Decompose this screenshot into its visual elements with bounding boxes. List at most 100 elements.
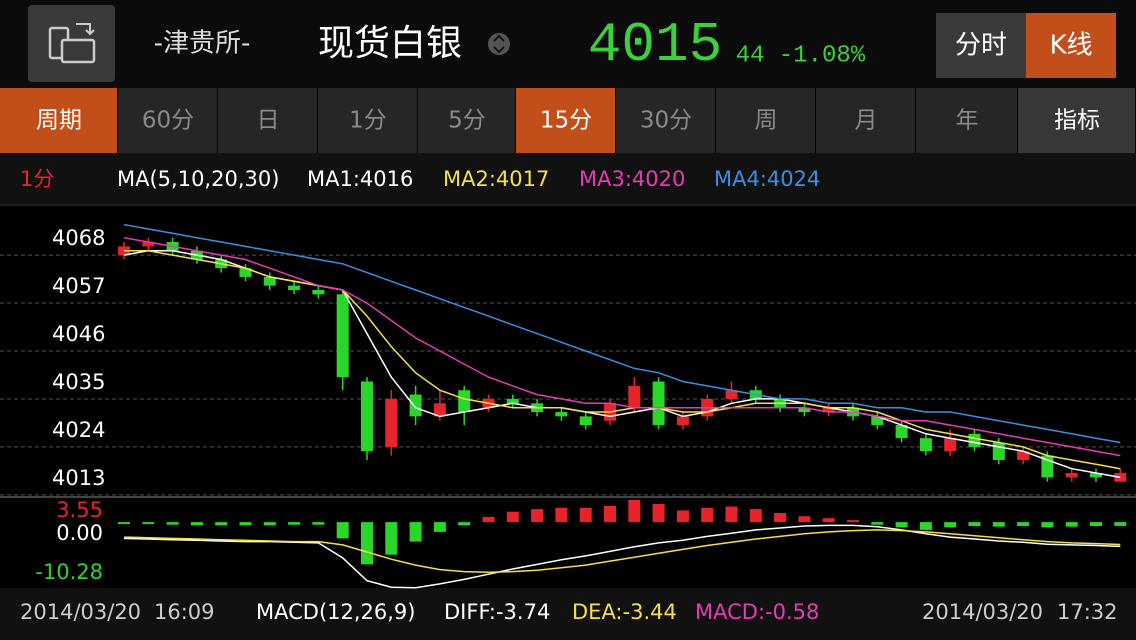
legend-entry: MA2:4017: [443, 167, 549, 191]
legend-entry: MACD:-0.58: [695, 600, 819, 624]
ma-line: [123, 223, 1121, 444]
button-bg-active[interactable]: [1026, 13, 1116, 78]
macd-bar: [992, 522, 1005, 527]
candle-body: [968, 433, 981, 447]
period-label: 1分: [20, 167, 54, 191]
tab-label[interactable]: 周: [755, 108, 778, 134]
candle-body: [409, 394, 422, 417]
exchange-name: -津贵所-: [154, 29, 251, 59]
end-time: 17:32: [1057, 600, 1118, 624]
button-label[interactable]: K线: [1049, 31, 1092, 61]
macd-line: [123, 529, 1121, 573]
button-label[interactable]: 分时: [955, 31, 1007, 61]
candle-body: [555, 412, 568, 417]
tab-bg[interactable]: [816, 88, 915, 153]
dropdown-icon[interactable]: [488, 33, 510, 55]
start-time: 16:09: [154, 600, 215, 624]
macd-bar: [701, 507, 714, 523]
tab-label[interactable]: 周期: [36, 108, 82, 134]
tab-label[interactable]: 15分: [540, 108, 592, 134]
candle-body: [895, 425, 908, 439]
price: 4015: [588, 13, 722, 77]
device-icon[interactable]: [28, 5, 115, 82]
macd-bar: [676, 510, 689, 523]
macd-bar: [288, 522, 301, 525]
candle-body: [288, 285, 301, 290]
macd-bar: [166, 522, 179, 525]
macd-bar: [725, 506, 738, 523]
icon-arrow: [76, 23, 95, 36]
tab-label[interactable]: 30分: [640, 108, 692, 134]
footer-bg: [0, 588, 1136, 640]
candle-body: [822, 407, 835, 413]
tab-bg[interactable]: [916, 88, 1017, 153]
macd-bar: [968, 522, 981, 527]
macd-bar: [336, 522, 349, 539]
candle-body: [239, 268, 252, 277]
end-date: 2014/03/20: [922, 600, 1043, 624]
macd-bar: [1090, 522, 1102, 527]
tab-label[interactable]: 1分: [349, 108, 387, 134]
tab-label[interactable]: 年: [956, 108, 979, 134]
macd-bar: [1065, 522, 1078, 527]
y-tick-label: -10.28: [35, 560, 103, 584]
macd-bar: [239, 522, 252, 526]
legend-entry: MA3:4020: [579, 167, 685, 191]
macd-bar: [579, 507, 592, 523]
y-tick-label: 4046: [52, 322, 105, 346]
macd-bar: [385, 522, 398, 555]
candle-body: [385, 398, 398, 447]
macd-bar: [531, 509, 544, 523]
legend-entry: DEA:-3.44: [572, 600, 677, 624]
candle-body: [1090, 473, 1102, 478]
tab-bg[interactable]: [716, 88, 815, 153]
macd-bar: [604, 505, 616, 523]
macd-bar: [774, 512, 787, 523]
tab-bg[interactable]: [0, 88, 117, 153]
start-date: 2014/03/20: [20, 600, 141, 624]
candle-body: [628, 385, 641, 408]
tab-label[interactable]: 60分: [142, 108, 194, 134]
macd-bar: [555, 507, 568, 523]
macd-bar: [263, 522, 276, 526]
macd-bar: [433, 522, 446, 532]
ma-title: MA(5,10,20,30): [117, 167, 279, 191]
candle-body: [506, 398, 519, 404]
macd-bar: [142, 522, 155, 525]
tab-label[interactable]: 5分: [448, 108, 486, 134]
macd-bar: [506, 511, 519, 523]
candle-body: [798, 407, 811, 413]
tab-bg[interactable]: [118, 88, 217, 153]
macd-bar: [1041, 522, 1054, 528]
tab-bg[interactable]: [616, 88, 715, 153]
legend-entry: MA1:4016: [307, 167, 413, 191]
candle-body: [433, 403, 446, 417]
tab-label[interactable]: 日: [257, 108, 280, 134]
indicator-bar: [0, 153, 1136, 205]
candle-body: [263, 276, 276, 286]
tab-bg[interactable]: [1018, 88, 1135, 153]
macd-bar: [458, 522, 471, 526]
tab-label[interactable]: 指标: [1054, 108, 1100, 134]
candle-body: [871, 416, 884, 426]
candle-body: [725, 390, 738, 399]
tab-bg[interactable]: [218, 88, 317, 153]
button-bg[interactable]: [936, 13, 1026, 78]
candle-body: [676, 416, 689, 426]
macd-bar: [190, 522, 203, 526]
legend-entry: DIFF:-3.74: [444, 600, 550, 624]
change-points: 44: [736, 42, 765, 69]
macd-bar: [628, 499, 641, 523]
tab-bar: 周期 60分 日 1分 5分 15分 30分 周 月 年 指标: [0, 88, 1135, 153]
ma-line: [123, 236, 1121, 457]
legend-entry: MA4:4024: [714, 167, 820, 191]
tab-bg[interactable]: [418, 88, 515, 153]
tab-bg[interactable]: [516, 88, 615, 153]
icon-tablet: [60, 38, 96, 64]
candle-body: [579, 416, 592, 426]
tab-label[interactable]: 月: [855, 108, 878, 134]
macd-bar: [895, 522, 908, 528]
macd-title: MACD(12,26,9): [256, 600, 416, 624]
tab-bg[interactable]: [318, 88, 417, 153]
